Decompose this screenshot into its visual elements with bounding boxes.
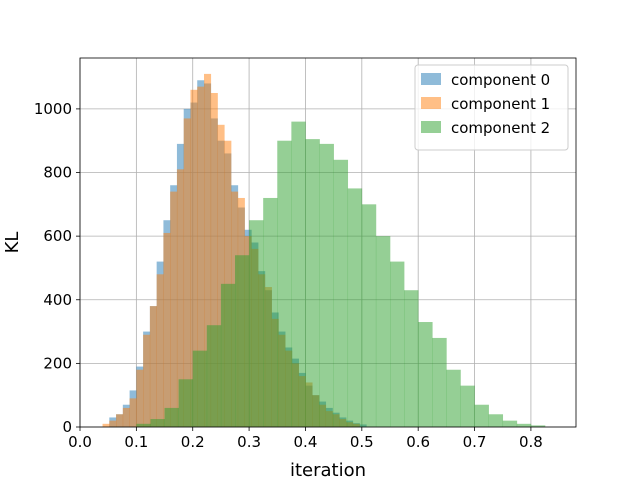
histogram-bar	[190, 89, 198, 427]
histogram-bar	[277, 140, 292, 427]
histogram-bar	[150, 419, 165, 427]
histogram-bar	[446, 369, 461, 427]
legend-swatch	[421, 73, 441, 85]
x-tick-label: 0.4	[294, 433, 318, 451]
histogram-bar	[206, 325, 222, 427]
histogram-bar	[204, 73, 212, 427]
y-tick-label: 1000	[34, 100, 72, 118]
histogram-bar	[109, 420, 117, 427]
histogram-bar	[516, 423, 532, 427]
x-tick-label: 0.1	[124, 433, 148, 451]
histogram-bar	[488, 414, 504, 427]
histogram-bar	[220, 283, 236, 427]
x-tick-label: 0.3	[237, 433, 261, 451]
y-tick-label: 0	[62, 418, 72, 436]
histogram-bar	[164, 407, 179, 427]
histogram-bar	[176, 169, 185, 427]
x-tick-label: 0.7	[463, 433, 487, 451]
y-tick-label: 200	[43, 354, 72, 372]
histogram-bar	[149, 306, 157, 427]
histogram-bar	[102, 423, 110, 427]
legend: component 0 component 1 component 2	[414, 64, 569, 151]
y-tick-label: 600	[43, 227, 72, 245]
histogram-bar	[404, 290, 419, 427]
histogram-bar	[432, 337, 447, 427]
histogram-bar	[361, 204, 377, 427]
histogram-bars	[102, 73, 546, 428]
histogram-bar	[122, 407, 130, 427]
histogram-bar	[136, 423, 151, 427]
histogram-bar	[143, 334, 151, 427]
x-tick-label: 0.5	[350, 433, 374, 451]
legend-label: component 0	[451, 71, 550, 89]
histogram-bar	[347, 188, 363, 427]
histogram-bar	[129, 398, 137, 427]
histogram-bar	[156, 274, 164, 427]
x-tick-label: 0.2	[181, 433, 205, 451]
x-tick-label: 0.6	[406, 433, 430, 451]
legend-label: component 1	[451, 95, 550, 113]
axis-ticks: 0.0 0.1 0.2 0.3 0.4 0.5 0.6 0.7 0.8 0 200 400 600 800…	[34, 100, 543, 451]
histogram-bar	[136, 369, 144, 427]
histogram-bar	[178, 379, 194, 427]
histogram-bar	[192, 350, 208, 427]
legend-swatch	[421, 121, 441, 133]
plot-area-frame	[79, 57, 577, 428]
histogram-bar	[333, 159, 349, 428]
histogram-bar	[183, 118, 191, 428]
histogram-bar	[217, 124, 225, 427]
histogram-bar	[375, 236, 391, 427]
histogram-bar	[474, 404, 489, 427]
histogram-bar	[249, 220, 264, 427]
histogram-bar	[163, 232, 171, 427]
y-tick-label: 400	[43, 291, 72, 309]
histogram-bar	[170, 191, 178, 427]
histogram-bar	[502, 420, 518, 427]
histogram-bar	[235, 255, 250, 427]
legend-label: component 2	[451, 119, 550, 137]
histogram-bar	[197, 86, 205, 428]
histogram-bar	[116, 414, 124, 427]
series-2-bars	[136, 121, 546, 428]
histogram-bar	[263, 197, 278, 427]
histogram-bar	[530, 425, 546, 427]
x-axis-label: iteration	[290, 460, 366, 480]
histogram-bar	[319, 143, 334, 427]
histogram-bar	[418, 322, 433, 427]
legend-box	[414, 64, 569, 151]
histogram-bar	[305, 139, 320, 427]
histogram-bar	[210, 92, 218, 427]
x-tick-label: 0.8	[519, 433, 543, 451]
histogram-bar	[460, 385, 475, 427]
histogram-bar	[390, 261, 405, 427]
y-axis-label: KL	[2, 232, 23, 254]
x-tick-label: 0.0	[68, 433, 92, 451]
legend-swatch	[421, 97, 441, 109]
y-tick-label: 800	[43, 164, 72, 182]
histogram-bar	[291, 121, 306, 427]
